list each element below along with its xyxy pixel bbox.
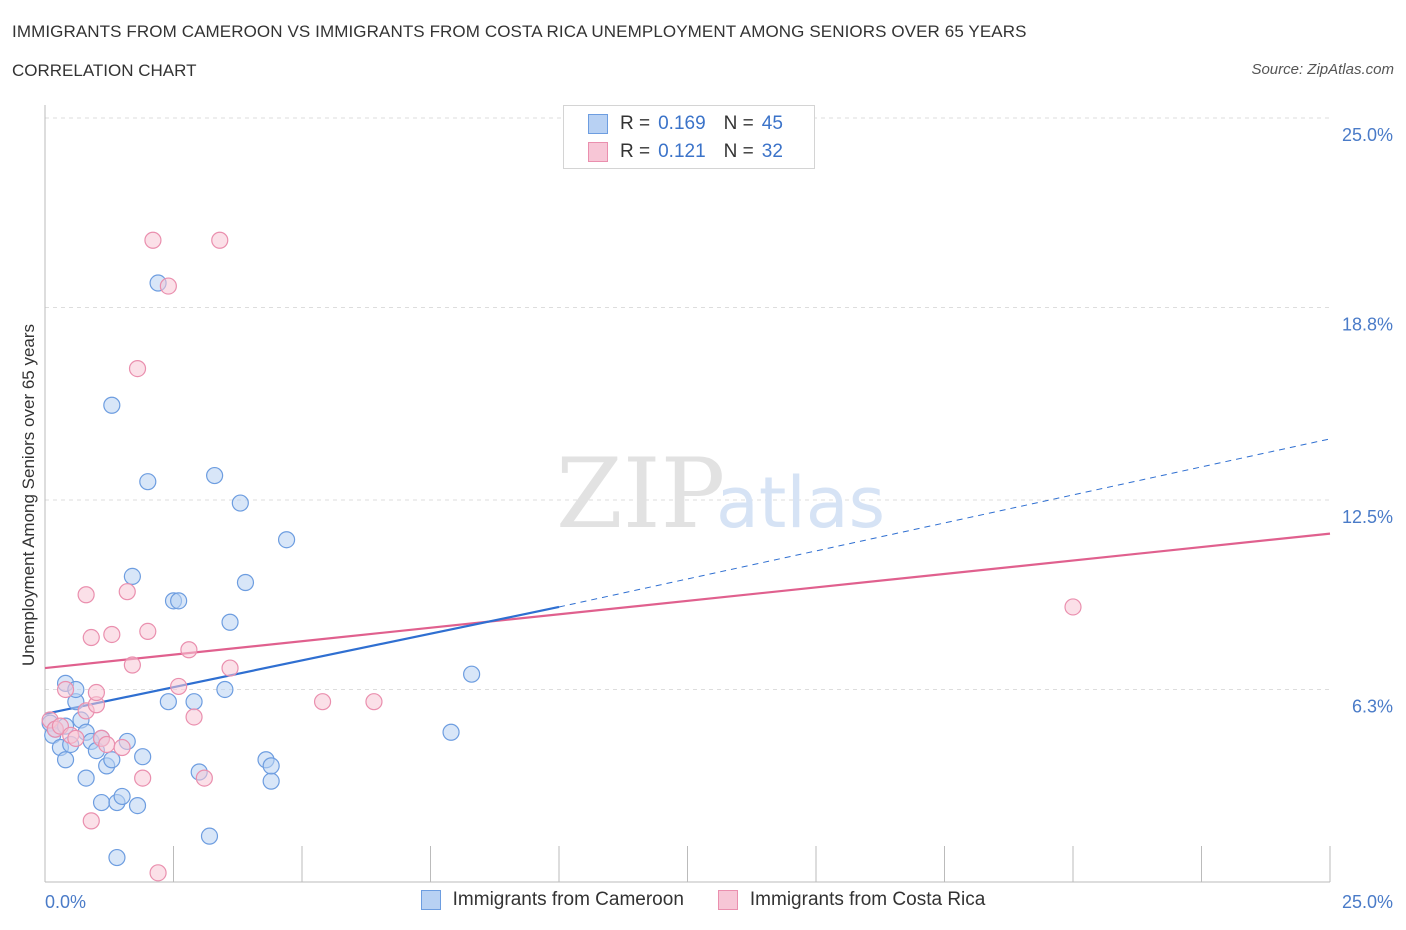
legend-r-label: R = <box>620 141 651 162</box>
costa-rica-point <box>82 628 100 647</box>
cameroon-point <box>139 473 157 491</box>
costa-rica-point <box>221 659 239 677</box>
cameroon-point <box>103 751 121 769</box>
legend-row-cameroon: R = 0.169 N = 45 <box>588 112 783 136</box>
costa-rica-point <box>56 680 75 699</box>
cameroon-point <box>262 757 280 775</box>
series-legend: Immigrants from Cameroon Immigrants from… <box>0 889 1406 911</box>
costa-rica-point <box>113 738 131 757</box>
legend-item-costa-rica[interactable]: Immigrants from Costa Rica <box>717 889 986 911</box>
costa-rica-point <box>67 729 85 747</box>
cameroon-point <box>236 573 255 592</box>
y-tick-label: 12.5% <box>1342 507 1393 527</box>
cameroon-legend-swatch <box>420 890 441 910</box>
y-tick-label: 25.0% <box>1342 125 1393 145</box>
legend-n-label: N = <box>723 141 754 162</box>
watermark-zip: ZIP <box>556 438 725 550</box>
chart-title: IMMIGRANTS FROM CAMEROON VS IMMIGRANTS F… <box>12 22 1027 41</box>
costa-rica-point <box>195 769 213 787</box>
trend-lines <box>44 438 1331 715</box>
cameroon-point <box>221 613 239 631</box>
y-axis-label: Unemployment Among Seniors over 65 years <box>19 324 38 666</box>
cameroon-swatch <box>588 114 608 134</box>
legend-row-costa-rica: R = 0.121 N = 32 <box>588 140 783 164</box>
y-tick-label: 18.8% <box>1342 314 1393 334</box>
cameroon-point <box>56 751 75 769</box>
correlation-legend: R = 0.169 N = 45 R = 0.121 N = 32 <box>563 105 815 169</box>
cameroon-point <box>123 567 141 586</box>
legend-n-label: N = <box>723 113 754 134</box>
costa-rica-point <box>77 586 95 604</box>
costa-rica-point <box>128 359 147 378</box>
costa-rica-point <box>134 769 152 787</box>
costa-rica-point <box>170 677 188 696</box>
x-tick-label: 0.0% <box>45 892 86 912</box>
legend-item-label: Immigrants from Cameroon <box>452 889 684 910</box>
cameroon-point <box>262 772 280 790</box>
legend-r-label: R = <box>620 113 651 134</box>
costa-rica-point <box>98 735 116 754</box>
costa-rica-point <box>180 641 198 659</box>
cameroon-point <box>77 769 95 787</box>
cameroon-point <box>128 796 147 815</box>
legend-r-value: 0.121 <box>658 141 706 162</box>
legend-n-value: 45 <box>761 113 783 134</box>
costa-rica-point <box>1064 598 1082 616</box>
cameroon-point <box>103 396 121 414</box>
costa-rica-point <box>365 693 383 711</box>
cameroon-point <box>92 793 111 812</box>
legend-n-value: 32 <box>761 141 783 162</box>
gridlines <box>45 117 1330 690</box>
costa-rica-swatch <box>588 142 608 162</box>
costa-rica-point <box>159 277 177 295</box>
chart-subtitle: CORRELATION CHART <box>12 61 197 80</box>
legend-item-cameroon[interactable]: Immigrants from Cameroon <box>420 889 684 911</box>
watermark: ZIP atlas <box>556 438 885 550</box>
cameroon-point <box>185 693 203 711</box>
x-tick-label: 25.0% <box>1342 892 1393 912</box>
y-tick-label: 6.3% <box>1352 696 1393 716</box>
watermark-atlas: atlas <box>716 462 885 544</box>
cameroon-point <box>216 680 234 699</box>
costa-rica-point <box>87 683 106 702</box>
tick-labels: 6.3% 12.5% 18.8% 25.0% 0.0% 25.0% <box>45 125 1393 912</box>
legend-item-label: Immigrants from Costa Rica <box>749 889 986 910</box>
cameroon-point <box>134 748 152 766</box>
costa-rica-trend-line <box>44 532 1331 670</box>
cameroon-point <box>108 848 126 867</box>
cameroon-point <box>170 592 188 610</box>
cameroon-point <box>442 723 460 741</box>
data-points <box>41 231 1082 882</box>
costa-rica-point <box>313 693 332 711</box>
costa-rica-point <box>149 864 167 882</box>
costa-rica-point <box>118 583 136 601</box>
cameroon-point <box>200 827 219 845</box>
cameroon-trend-line <box>44 605 560 715</box>
costa-rica-point <box>139 622 157 641</box>
source-label: Source: ZipAtlas.com <box>1251 61 1394 78</box>
cameroon-point <box>463 665 481 683</box>
costa-rica-point <box>144 231 162 249</box>
costa-rica-legend-swatch <box>717 890 738 910</box>
costa-rica-point <box>103 625 121 644</box>
costa-rica-point <box>82 812 100 830</box>
costa-rica-point <box>123 656 141 674</box>
cameroon-point <box>113 787 131 806</box>
cameroon-point <box>206 466 224 485</box>
legend-r-value: 0.169 <box>658 113 706 134</box>
cameroon-point <box>277 531 296 549</box>
costa-rica-point <box>211 231 229 249</box>
costa-rica-point <box>185 708 203 726</box>
cameroon-point <box>231 494 249 512</box>
cameroon-point <box>159 693 177 711</box>
axes <box>44 105 1331 883</box>
